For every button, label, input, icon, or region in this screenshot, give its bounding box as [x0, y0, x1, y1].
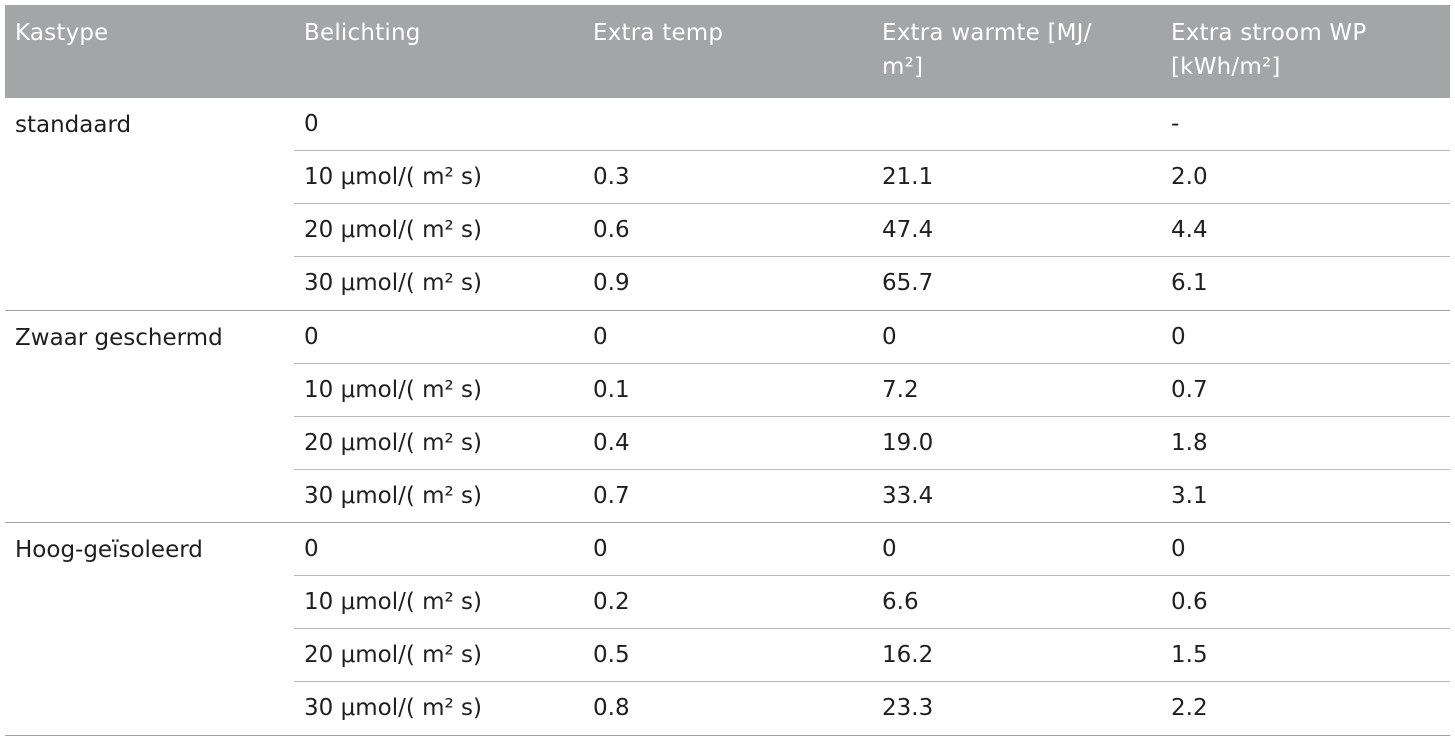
extra-warmte-cell: 6.6 [882, 589, 919, 615]
extra-stroom-wp-cell: 1.5 [1171, 642, 1208, 668]
extra-stroom-wp-cell: 4.4 [1171, 217, 1208, 243]
group-rows: 0 0 0 0 10 μmol/( m² s) 0.2 6.6 0.6 20 μmol/( m²… [294, 523, 1450, 735]
extra-warmte-cell: 0 [882, 536, 897, 562]
extra-stroom-wp-cell: 2.0 [1171, 164, 1208, 190]
belichting-cell: 30 μmol/( m² s) [304, 695, 483, 721]
header-extra-stroom-wp: Extra stroom WP [kWh/m²] [1161, 5, 1450, 98]
extra-temp-cell: 0.2 [593, 589, 630, 615]
belichting-cell: 20 μmol/( m² s) [304, 429, 483, 456]
extra-temp-cell: 0.8 [593, 695, 630, 721]
header-extra-stroom-line-2: [kWh/m²] [1171, 54, 1281, 80]
header-belichting: Belichting [294, 5, 583, 98]
header-extra-warmte-line-1: Extra warmte [MJ/ [882, 20, 1092, 46]
header-extra-temp-line-1: Extra temp [593, 20, 724, 46]
table-header: Kastype Belichting Extra temp Extra warm… [5, 5, 1450, 98]
kastype-cell: standaard [15, 112, 132, 138]
table-group: standaard 0-10 μmol/( m² s) 0.3 21.1 2.0 20 μ… [5, 98, 1450, 311]
extra-temp-cell: 0.5 [593, 642, 630, 668]
extra-temp-cell: 0.6 [593, 217, 630, 243]
extra-warmte-cell: 7.2 [882, 376, 919, 403]
table-row: 30 μmol/( m² s) 0.8 23.3 2.2 [294, 682, 1450, 735]
header-extra-warmte-line-2: m²] [882, 54, 924, 80]
header-kastype: Kastype [5, 5, 294, 98]
extra-stroom-wp-cell: 0.6 [1171, 589, 1208, 615]
extra-temp-cell: 0.9 [593, 270, 630, 296]
extra-warmte-cell: 19.0 [882, 429, 934, 456]
data-table: Kastype Belichting Extra temp Extra warm… [5, 5, 1450, 736]
table-row: 20 μmol/( m² s) 0.5 16.2 1.5 [294, 629, 1450, 682]
header-extra-temp: Extra temp [583, 5, 872, 98]
belichting-cell: 10 μmol/( m² s) [304, 376, 483, 403]
table-row: 0- [294, 98, 1450, 151]
extra-temp-cell: 0.4 [593, 429, 630, 456]
belichting-cell: 20 μmol/( m² s) [304, 217, 483, 243]
table-group: Hoog-geïsoleerd 0 0 0 0 10 μmol/( m² s) 0.2 6.6… [5, 523, 1450, 736]
belichting-cell: 10 μmol/( m² s) [304, 164, 483, 190]
extra-temp-cell: 0.3 [593, 164, 630, 190]
extra-warmte-cell: 33.4 [882, 482, 934, 509]
extra-temp-cell: 0 [593, 323, 608, 350]
extra-warmte-cell: 23.3 [882, 695, 934, 721]
extra-warmte-cell: 0 [882, 323, 897, 350]
extra-temp-cell: 0.1 [593, 376, 630, 403]
extra-temp-cell [583, 98, 872, 151]
extra-warmte-cell: 16.2 [882, 642, 934, 668]
group-rows: 0 0 0 0 10 μmol/( m² s) 0.1 7.2 0.7 20 μmol/( m²… [294, 311, 1450, 523]
extra-temp-cell: 0.7 [593, 482, 630, 509]
table-row: 0 0 0 0 [294, 311, 1450, 364]
extra-stroom-wp-cell: 2.2 [1171, 695, 1208, 721]
extra-stroom-wp-cell: 6.1 [1171, 270, 1208, 296]
belichting-cell: 30 μmol/( m² s) [304, 270, 483, 296]
kastype-cell: Hoog-geïsoleerd [15, 537, 203, 563]
extra-warmte-cell: 21.1 [882, 164, 934, 190]
header-extra-warmte: Extra warmte [MJ/ m²] [872, 5, 1161, 98]
extra-stroom-wp-cell: - [1171, 111, 1180, 137]
extra-stroom-wp-cell: 0 [1171, 536, 1186, 562]
table-row: 20 μmol/( m² s) 0.4 19.0 1.8 [294, 417, 1450, 470]
header-extra-stroom-line-1: Extra stroom WP [1171, 20, 1367, 46]
table-row: 30 μmol/( m² s) 0.9 65.7 6.1 [294, 257, 1450, 310]
belichting-cell: 10 μmol/( m² s) [304, 589, 483, 615]
table-body: standaard 0-10 μmol/( m² s) 0.3 21.1 2.0 20 μ… [5, 98, 1450, 736]
belichting-cell: 0 [304, 536, 319, 562]
header-belichting-line-1: Belichting [304, 20, 421, 46]
table-group: Zwaar geschermd 0 0 0 0 10 μmol/( m² s) 0.1 7.2… [5, 311, 1450, 523]
extra-warmte-cell [872, 98, 1161, 151]
table-row: 10 μmol/( m² s) 0.2 6.6 0.6 [294, 576, 1450, 629]
extra-warmte-cell: 65.7 [882, 270, 934, 296]
table-row: 10 μmol/( m² s) 0.3 21.1 2.0 [294, 151, 1450, 204]
extra-stroom-wp-cell: 0.7 [1171, 376, 1208, 403]
belichting-cell: 20 μmol/( m² s) [304, 642, 483, 668]
table-row: 30 μmol/( m² s) 0.7 33.4 3.1 [294, 470, 1450, 523]
header-kastype-line-1: Kastype [15, 20, 109, 46]
table-row: 20 μmol/( m² s) 0.6 47.4 4.4 [294, 204, 1450, 257]
extra-temp-cell: 0 [593, 536, 608, 562]
belichting-cell: 0 [304, 111, 319, 137]
group-rows: 0-10 μmol/( m² s) 0.3 21.1 2.0 20 μmol/( m² … [294, 98, 1450, 310]
extra-stroom-wp-cell: 1.8 [1171, 429, 1208, 456]
table-row: 10 μmol/( m² s) 0.1 7.2 0.7 [294, 364, 1450, 417]
belichting-cell: 0 [304, 323, 319, 350]
kastype-cell: Zwaar geschermd [15, 324, 223, 351]
belichting-cell: 30 μmol/( m² s) [304, 482, 483, 509]
table-row: 0 0 0 0 [294, 523, 1450, 576]
extra-stroom-wp-cell: 0 [1171, 323, 1186, 350]
extra-stroom-wp-cell: 3.1 [1171, 482, 1208, 509]
extra-warmte-cell: 47.4 [882, 217, 934, 243]
